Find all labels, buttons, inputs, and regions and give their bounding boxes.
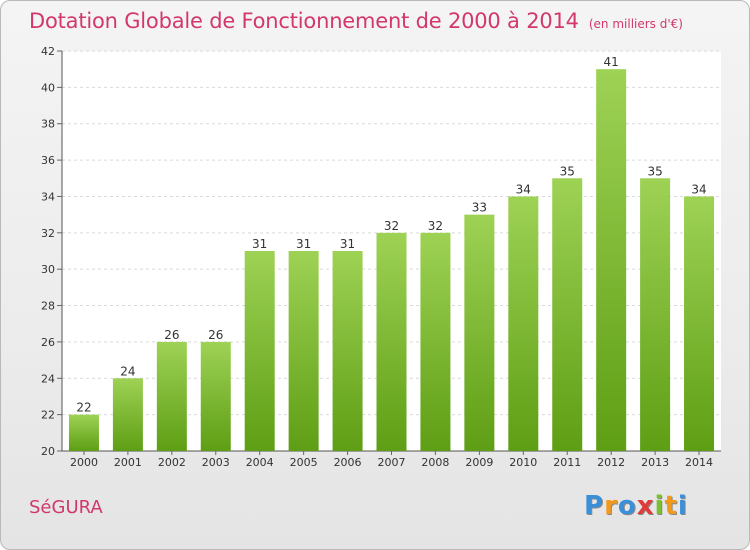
y-tick-label: 42 xyxy=(41,45,55,58)
bar-2007 xyxy=(376,232,407,451)
x-tick-label: 2010 xyxy=(509,456,537,469)
bar-2002 xyxy=(156,341,187,451)
data-label: 35 xyxy=(560,164,575,178)
logo-letter: r xyxy=(604,491,618,521)
x-tick-label: 2003 xyxy=(202,456,230,469)
chart-unit: (en milliers d'€) xyxy=(588,17,683,31)
data-label: 34 xyxy=(691,182,706,196)
logo-letter: i xyxy=(677,491,688,521)
data-label: 41 xyxy=(604,55,619,69)
logo-letter: x xyxy=(636,491,655,521)
y-tick-label: 32 xyxy=(41,227,55,240)
x-tick-label: 2007 xyxy=(378,456,406,469)
logo-letter: i xyxy=(654,491,665,521)
bar-2013 xyxy=(640,178,671,452)
x-tick-label: 2002 xyxy=(158,456,186,469)
logo-letter: o xyxy=(617,491,637,521)
chart-title-text: Dotation Globale de Fonctionnement de 20… xyxy=(29,9,579,33)
x-tick-label: 2011 xyxy=(553,456,581,469)
place-name: SéGURA xyxy=(29,497,103,518)
bar-2012 xyxy=(596,69,627,451)
data-label: 31 xyxy=(340,237,355,251)
y-tick-label: 40 xyxy=(41,81,55,94)
y-tick-label: 30 xyxy=(41,263,55,276)
data-label: 26 xyxy=(164,328,179,342)
bar-2001 xyxy=(112,378,143,451)
data-label: 34 xyxy=(516,182,531,196)
y-tick-label: 38 xyxy=(41,118,55,131)
y-tick-label: 28 xyxy=(41,300,55,313)
x-tick-label: 2008 xyxy=(421,456,449,469)
x-tick-label: 2004 xyxy=(246,456,274,469)
x-tick-label: 2005 xyxy=(290,456,318,469)
bar-2006 xyxy=(332,251,363,451)
y-tick-label: 20 xyxy=(41,445,55,458)
bar-2008 xyxy=(420,232,451,451)
bar-2005 xyxy=(288,251,319,451)
bar-2009 xyxy=(464,214,495,451)
x-tick-label: 2000 xyxy=(70,456,98,469)
bar-2000 xyxy=(68,414,99,451)
bar-2011 xyxy=(552,178,583,452)
data-label: 26 xyxy=(208,328,223,342)
x-tick-label: 2006 xyxy=(334,456,362,469)
logo-letter: t xyxy=(664,491,678,521)
y-tick-label: 26 xyxy=(41,336,55,349)
data-label: 31 xyxy=(252,237,267,251)
y-tick-label: 24 xyxy=(41,372,55,385)
bar-2014 xyxy=(684,196,715,451)
y-tick-label: 22 xyxy=(41,409,55,422)
data-label: 24 xyxy=(120,364,135,378)
x-tick-label: 2012 xyxy=(597,456,625,469)
proxiti-logo: Proxiti xyxy=(584,491,688,521)
x-tick-label: 2009 xyxy=(465,456,493,469)
x-tick-label: 2001 xyxy=(114,456,142,469)
bar-2004 xyxy=(244,251,275,451)
logo-letter: P xyxy=(584,491,605,521)
y-tick-label: 36 xyxy=(41,154,55,167)
bar-2010 xyxy=(508,196,539,451)
bar-2003 xyxy=(200,341,231,451)
data-label: 31 xyxy=(296,237,311,251)
data-label: 32 xyxy=(428,219,443,233)
chart-title: Dotation Globale de Fonctionnement de 20… xyxy=(29,9,683,33)
data-label: 32 xyxy=(384,219,399,233)
data-label: 33 xyxy=(472,201,487,215)
y-tick-label: 34 xyxy=(41,190,55,203)
data-label: 22 xyxy=(76,401,91,415)
x-tick-label: 2013 xyxy=(641,456,669,469)
data-label: 35 xyxy=(647,164,662,178)
x-tick-label: 2014 xyxy=(685,456,713,469)
